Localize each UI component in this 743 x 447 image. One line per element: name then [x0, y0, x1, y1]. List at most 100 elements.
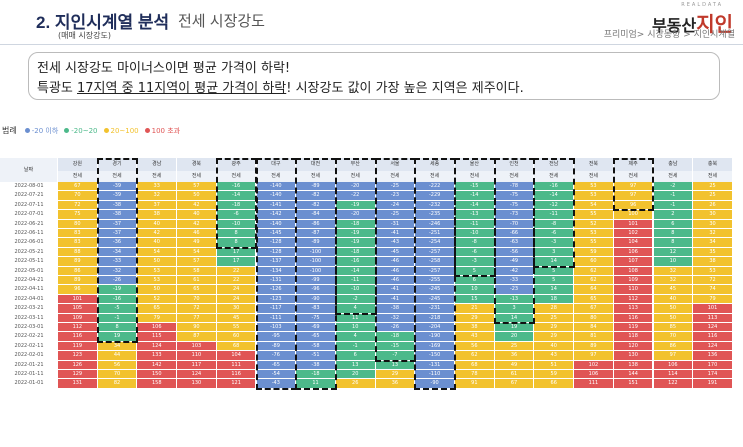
table-cell: -10: [335, 285, 376, 295]
table-cell: 42: [177, 219, 217, 229]
strength-table: 날짜 강원 전세 경기 전세 경남 전세 경북 전세 광주 전세 대구 전세 대전 전세 부산 전세 서울 전세 세종…: [0, 158, 743, 447]
table-cell: -110: [415, 370, 455, 380]
table-cell: 14: [534, 285, 575, 295]
table-cell: 53: [574, 191, 614, 201]
region-subheader: 전세: [415, 171, 455, 182]
table-cell: 8: [653, 229, 694, 239]
table-cell: -75: [494, 191, 535, 201]
logo-brand: 부동산지인: [652, 8, 733, 37]
table-cell: 36: [375, 379, 416, 389]
table-cell: 67: [58, 182, 98, 192]
table-cell: 109: [58, 313, 98, 323]
table-cell: 17: [216, 257, 257, 267]
table-cell: 53: [693, 266, 733, 276]
table-cell: -235: [415, 210, 455, 220]
table-cell: 130: [177, 379, 217, 389]
section-title-text: 지인시계열 분석: [54, 13, 170, 32]
table-cell: -218: [415, 313, 455, 323]
table-cell: 101: [613, 219, 654, 229]
table-cell: -131: [415, 360, 455, 370]
table-cell: 22: [216, 266, 257, 276]
table-cell: 131: [58, 379, 98, 389]
callout-line-2-b: ! 시장강도 값이 가장 높은 지역은 제주이다.: [286, 81, 524, 96]
region-header[interactable]: 세종: [415, 158, 455, 171]
table-cell: 46: [177, 229, 217, 239]
region-header[interactable]: 서울: [375, 158, 416, 171]
row-date: 2022-05-01: [14, 267, 44, 274]
table-cell: 30: [693, 219, 733, 229]
region-subheader: 전세: [574, 171, 614, 182]
table-cell: 25: [494, 341, 535, 352]
table-cell: 124: [137, 341, 178, 352]
table-cell: 82: [97, 379, 138, 389]
table-cell: 91: [455, 379, 495, 389]
table-cell: 77: [177, 313, 217, 323]
table-cell: 2: [653, 210, 694, 220]
table-cell: -16: [534, 182, 575, 192]
region-header[interactable]: 대전: [296, 158, 336, 171]
table-cell: -26: [97, 276, 138, 286]
table-cell: -8: [534, 219, 575, 229]
table-cell: 116: [216, 370, 257, 380]
table-cell: -75: [296, 313, 336, 323]
table-cell: -86: [296, 219, 336, 229]
table-cell: 65: [177, 285, 217, 295]
region-header[interactable]: 울산: [455, 158, 495, 171]
table-cell: 35: [693, 247, 733, 258]
table-cell: 170: [693, 360, 733, 370]
table-cell: 119: [613, 323, 654, 333]
table-cell: 64: [574, 285, 614, 295]
table-cell: -14: [335, 266, 376, 276]
region-header[interactable]: 경기: [97, 158, 138, 171]
region-header[interactable]: 인천: [494, 158, 535, 171]
table-cell: -37: [97, 229, 138, 239]
breadcrumb: 프리미엄> 시장동향 > 지인시계열: [603, 30, 735, 40]
table-cell: -90: [415, 379, 455, 389]
table-cell: 12: [653, 247, 694, 258]
table-cell: -16: [216, 182, 257, 192]
table-cell: -6: [455, 247, 495, 258]
region-header[interactable]: 경남: [137, 158, 178, 171]
table-cell: 84: [574, 323, 614, 333]
summary-callout: 전세 시장강도 마이너스이면 평균 가격이 하락! 특광도 17지역 중 11지…: [28, 52, 720, 100]
table-cell: 42: [137, 229, 178, 239]
table-cell: 58: [177, 266, 217, 276]
table-cell: 88: [58, 247, 98, 258]
row-date: 2022-02-21: [14, 333, 44, 340]
table-cell: 20: [494, 332, 535, 342]
region-header[interactable]: 충북: [693, 158, 733, 171]
table-cell: 45: [216, 313, 257, 323]
region-header[interactable]: 강원: [58, 158, 98, 171]
table-cell: -33: [97, 257, 138, 267]
brand-logo: REALDATA 부동산지인: [652, 2, 733, 37]
table-cell: 66: [534, 379, 575, 389]
table-cell: 120: [613, 341, 654, 352]
table-cell: -11: [534, 210, 575, 220]
section-title: 2. 지인시계열 분석: [36, 8, 169, 33]
table-cell: 101: [693, 304, 733, 314]
table-cell: 8: [216, 238, 257, 248]
region-header[interactable]: 경북: [177, 158, 217, 171]
table-cell: 87: [177, 332, 217, 342]
region-header[interactable]: 충남: [653, 158, 694, 171]
region-header[interactable]: 전남: [534, 158, 575, 171]
region-header[interactable]: 전북: [574, 158, 614, 171]
table-cell: 107: [613, 257, 654, 267]
region-header[interactable]: 광주: [216, 158, 257, 171]
table-cell: 5: [455, 266, 495, 276]
table-cell: 40: [137, 238, 178, 248]
table-cell: -66: [494, 229, 535, 239]
region-subheader: 전세: [335, 171, 376, 182]
table-cell: -12: [534, 200, 575, 211]
table-cell: 106: [613, 247, 654, 258]
table-cell: 30: [693, 210, 733, 220]
region-header[interactable]: 제주: [613, 158, 654, 171]
table-cell: 32: [653, 276, 694, 286]
region-header[interactable]: 부산: [335, 158, 376, 171]
table-cell: 124: [177, 370, 217, 380]
row-date: 2022-06-01: [14, 239, 44, 246]
table-cell: 13: [335, 360, 376, 370]
table-cell: -3: [455, 257, 495, 267]
region-header[interactable]: 대구: [256, 158, 297, 171]
table-cell: 26: [335, 379, 376, 389]
